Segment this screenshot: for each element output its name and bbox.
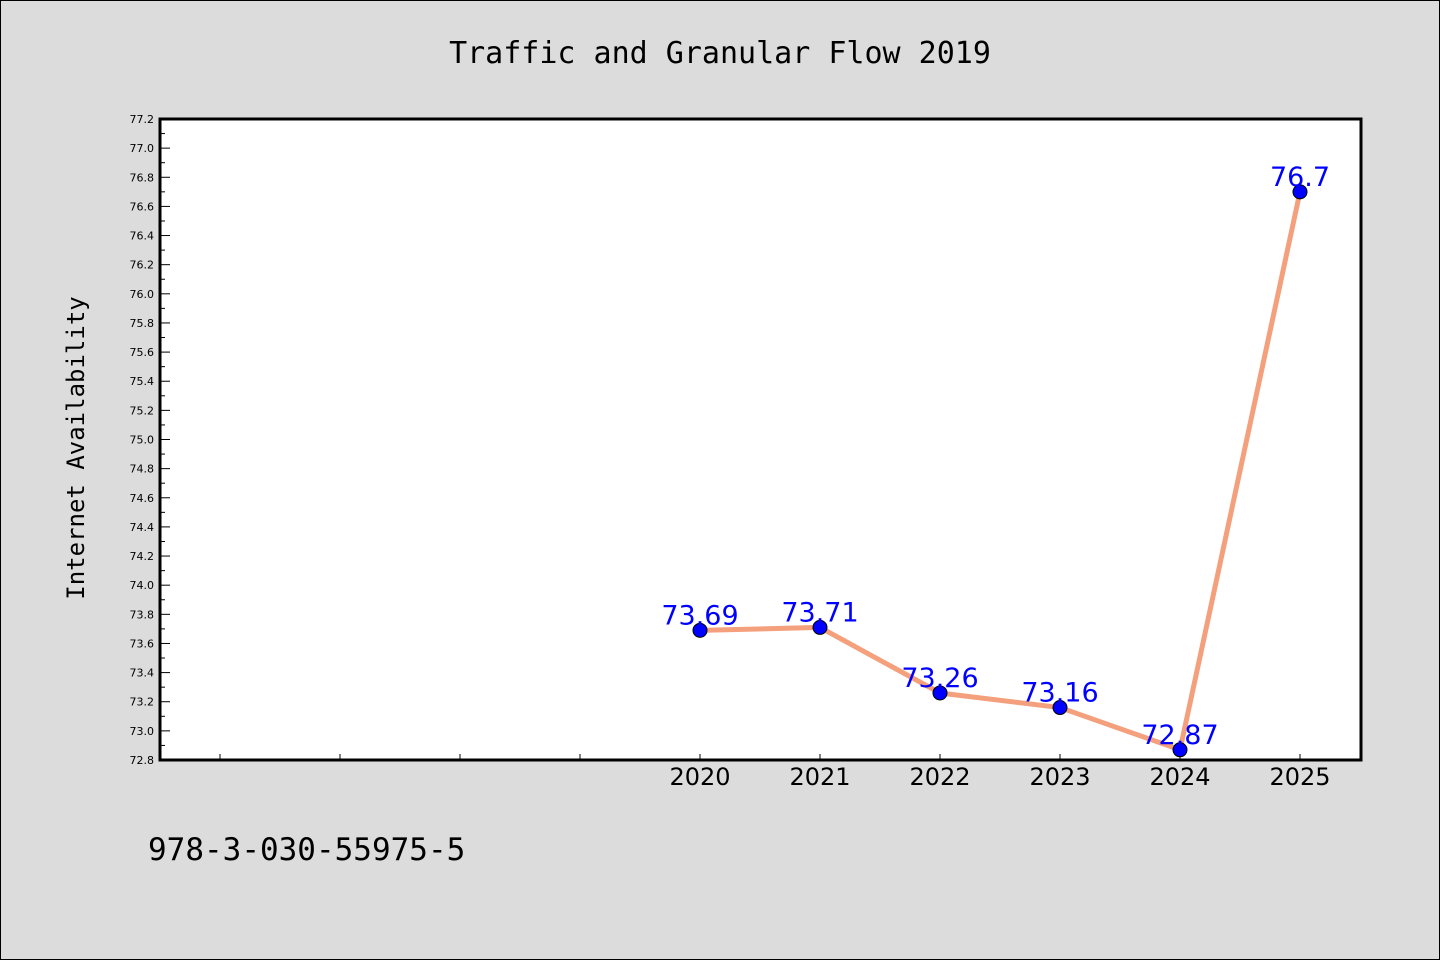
chart-title: Traffic and Granular Flow 2019 xyxy=(449,36,991,71)
footer-code: 978-3-030-55975-5 xyxy=(148,832,466,868)
series-line xyxy=(699,191,1303,753)
x-tick-label: 2022 xyxy=(909,763,970,791)
x-tick-label: 2021 xyxy=(789,763,850,791)
data-point-label: 73.69 xyxy=(661,600,738,631)
series-layer: 73.69 73.71 73.26 73.16 72.87 76.7 xyxy=(661,162,1330,758)
y-tick-label: 76.8 xyxy=(130,171,155,184)
y-tick-label: 74.6 xyxy=(130,492,155,505)
y-axis-ticks: 72.8 73.0 73.2 73.4 73.6 73.8 74.0 74.2 74.4 74.6… xyxy=(130,113,170,767)
y-tick-label: 74.2 xyxy=(130,550,155,563)
y-tick-label: 76.4 xyxy=(130,230,155,243)
data-point-marker xyxy=(1292,184,1308,200)
y-tick-label: 76.0 xyxy=(130,288,155,301)
y-tick-label: 73.4 xyxy=(130,667,155,680)
y-tick-label: 77.0 xyxy=(130,142,155,155)
y-tick-label: 73.0 xyxy=(130,725,155,738)
y-tick-label: 73.8 xyxy=(130,608,155,621)
y-tick-label: 76.2 xyxy=(130,259,155,272)
y-tick-label: 74.8 xyxy=(130,463,155,476)
y-tick-label: 77.2 xyxy=(130,113,155,126)
x-tick-label: 2020 xyxy=(669,763,730,791)
y-tick-label: 75.0 xyxy=(130,434,155,447)
x-tick-label: 2024 xyxy=(1149,763,1210,791)
y-tick-label: 75.2 xyxy=(130,404,155,417)
y-tick-label: 76.6 xyxy=(130,200,155,213)
y-tick-label: 75.6 xyxy=(130,346,155,359)
data-point-marker xyxy=(932,685,948,701)
data-point-marker xyxy=(812,619,828,635)
data-point-label: 72.87 xyxy=(1141,720,1218,751)
y-tick-label: 75.8 xyxy=(130,317,155,330)
data-point-marker xyxy=(1172,742,1188,758)
plot-area xyxy=(158,117,1363,762)
data-point-label: 73.71 xyxy=(781,597,858,628)
y-tick-label: 74.0 xyxy=(130,579,155,592)
y-axis-label: Internet Availability xyxy=(62,296,90,599)
data-point-label: 73.26 xyxy=(901,663,978,694)
y-tick-label: 75.4 xyxy=(130,375,155,388)
data-point-marker xyxy=(692,622,708,638)
y-tick-label: 73.6 xyxy=(130,637,155,650)
y-tick-label: 74.4 xyxy=(130,521,155,534)
x-tick-label: 2023 xyxy=(1029,763,1090,791)
y-tick-label: 72.8 xyxy=(130,754,155,767)
data-point-label: 73.16 xyxy=(1021,678,1098,709)
data-point-marker xyxy=(1052,700,1068,716)
x-tick-label: 2025 xyxy=(1269,763,1330,791)
y-tick-label: 73.2 xyxy=(130,696,155,709)
data-point-label: 76.7 xyxy=(1270,162,1330,193)
x-axis-ticks: 2020 2021 2022 2023 2024 2025 xyxy=(219,754,1331,791)
